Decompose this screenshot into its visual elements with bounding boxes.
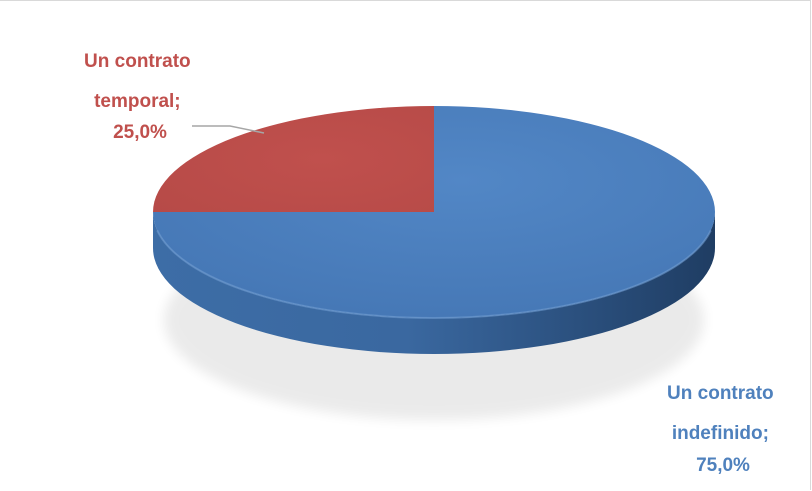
leader-line-temporal xyxy=(192,125,265,134)
pie-highlight xyxy=(156,229,712,319)
label-temporal: Un contrato temporal; 25,0% xyxy=(84,51,196,143)
slice-temporal[interactable] xyxy=(153,106,434,212)
label-indefinido: Un contrato indefinido; 75,0% xyxy=(667,383,779,476)
pie-side xyxy=(153,212,715,354)
